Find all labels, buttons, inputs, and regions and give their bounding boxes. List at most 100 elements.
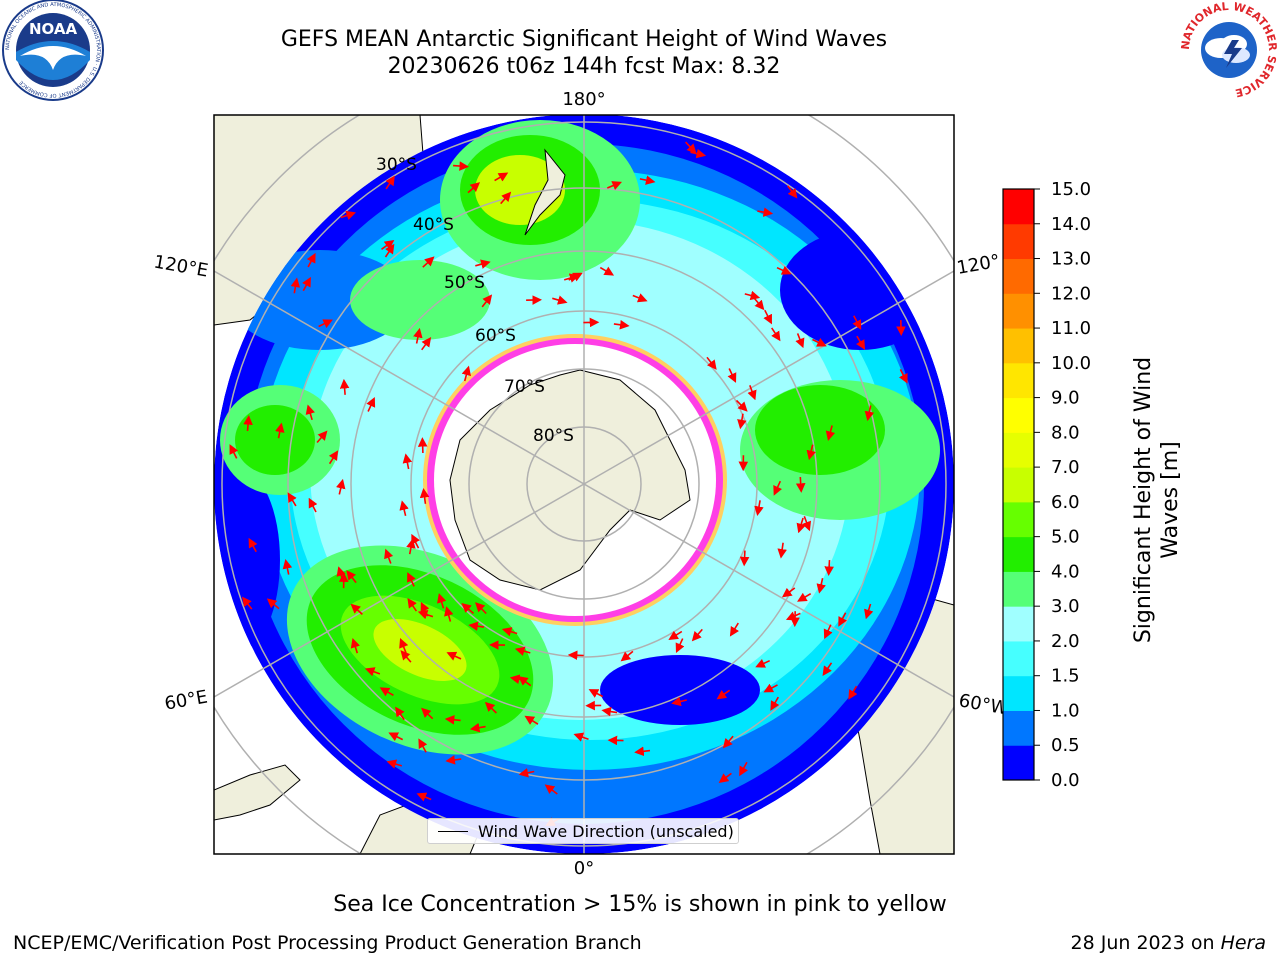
- colorbar-tick-label: 8.0: [1051, 422, 1080, 443]
- lat-label-70s: 70°S: [504, 377, 545, 397]
- wind-arrow: [754, 500, 764, 516]
- lat-label-80s: 80°S: [533, 426, 574, 446]
- wind-arrow: [744, 290, 761, 301]
- wind-arrow: [364, 667, 381, 677]
- wind-arrow: [796, 517, 806, 534]
- wind-arrow: [563, 273, 580, 283]
- wind-arrow: [399, 500, 409, 516]
- wind-arrow: [413, 327, 423, 344]
- wind-arrow: [275, 422, 285, 439]
- wind-arrow: [763, 683, 778, 693]
- wind-arrow: [328, 450, 339, 465]
- wind-arrow: [481, 294, 493, 308]
- colorbar-tick-label: 9.0: [1051, 388, 1080, 409]
- wind-arrow: [416, 792, 432, 802]
- colorbar-label: Significant Height of Wind Waves [m]: [1130, 350, 1190, 650]
- wind-arrow: [632, 293, 648, 303]
- latitude-labels: 30°S 40°S 50°S 60°S 70°S 80°S: [376, 155, 574, 446]
- wind-arrow: [407, 598, 418, 612]
- colorbar-tick-label: 3.0: [1051, 596, 1080, 617]
- wind-arrow: [444, 715, 461, 725]
- wind-arrow: [727, 368, 737, 383]
- wind-arrow: [282, 559, 293, 575]
- wind-arrow: [316, 430, 328, 444]
- wind-arrow: [366, 397, 376, 412]
- wind-arrow: [461, 603, 475, 615]
- map-area: [214, 115, 954, 854]
- colorbar-label-line1: Significant Height of Wind: [1131, 356, 1156, 644]
- colorbar-tick-label: 10.0: [1051, 353, 1091, 374]
- map-frame: [213, 114, 955, 855]
- lat-label-60s: 60°S: [475, 326, 516, 346]
- wind-arrow: [421, 707, 434, 720]
- wind-arrow: [384, 243, 395, 258]
- lat-label-40s: 40°S: [413, 215, 454, 235]
- wind-arrow: [453, 161, 470, 171]
- wind-arrow: [777, 542, 787, 559]
- wind-arrow: [419, 487, 430, 504]
- wind-arrow: [823, 624, 833, 640]
- wind-arrow: [613, 319, 630, 330]
- lon-label-0: 0°: [574, 858, 594, 879]
- wind-arrow: [467, 182, 481, 194]
- colorbar-tick-label: 15.0: [1051, 179, 1091, 200]
- wind-arrow: [514, 646, 531, 656]
- lon-label-180: 180°: [562, 89, 605, 110]
- wind-arrow: [318, 319, 333, 329]
- wind-arrow: [675, 638, 685, 654]
- wind-arrow: [856, 335, 866, 350]
- wind-arrow: [500, 191, 512, 205]
- noaa-logo: NOAA NATIONAL OCEANIC AND ATMOSPHERIC AD…: [0, 0, 106, 106]
- wind-arrow: [747, 385, 757, 401]
- wind-arrow: [620, 650, 634, 662]
- colorbar-tick-label: 2.0: [1051, 631, 1080, 652]
- wind-arrow: [795, 333, 805, 349]
- wind-arrow: [242, 596, 253, 610]
- wind-arrow: [305, 404, 315, 421]
- colorbar-swatch: [1003, 189, 1034, 225]
- wind-arrow: [802, 516, 812, 532]
- wind-arrow: [718, 772, 732, 783]
- lon-label-120w: 120°: [955, 251, 1001, 279]
- chart-title: GEFS MEAN Antarctic Significant Height o…: [280, 27, 888, 52]
- wind-arrow: [755, 658, 771, 668]
- wind-arrow: [339, 378, 350, 395]
- footer-date-text: 28 Jun 2023 on: [1070, 932, 1221, 954]
- wind-arrow: [388, 732, 404, 742]
- wind-arrow: [573, 732, 589, 742]
- wind-arrow: [639, 175, 656, 185]
- wind-arrow: [797, 592, 812, 602]
- colorbar-tick-label: 5.0: [1051, 527, 1080, 548]
- legend-line-sample: [438, 831, 468, 832]
- wind-arrow: [308, 497, 318, 513]
- lon-label-60e: 60°E: [163, 686, 209, 714]
- lat-label-30s: 30°S: [376, 155, 417, 175]
- colorbar-tick-label: 12.0: [1051, 283, 1091, 304]
- wind-arrow: [825, 425, 836, 441]
- wind-arrow: [864, 603, 874, 620]
- wind-arrow: [346, 570, 357, 584]
- lon-label-120e: 120°E: [152, 251, 210, 281]
- africa-land: [214, 764, 301, 821]
- wind-arrow: [229, 444, 239, 459]
- colorbar-swatch: [1003, 223, 1034, 260]
- colorbar-swatch: [1003, 745, 1034, 781]
- wind-arrow: [787, 185, 798, 199]
- wind-arrow: [722, 735, 734, 749]
- wind-arrow: [567, 650, 584, 661]
- wind-arrow: [552, 295, 568, 305]
- wind-arrow: [706, 356, 717, 370]
- wind-arrow: [475, 602, 487, 615]
- wind-arrow: [739, 550, 750, 567]
- colorbar-tick-label: 4.0: [1051, 561, 1080, 582]
- wind-arrow: [399, 638, 409, 654]
- wind-arrow: [385, 175, 395, 190]
- wind-arrow: [852, 315, 862, 330]
- legend-label: Wind Wave Direction (unscaled): [478, 822, 734, 841]
- wind-arrow: [606, 181, 622, 190]
- colorbar-tick-label: 11.0: [1051, 318, 1091, 339]
- wind-arrow: [494, 172, 509, 182]
- lat-label-50s: 50°S: [444, 273, 485, 293]
- chart-subtitle: 20230626 t06z 144h fcst Max: 8.32: [387, 54, 781, 79]
- wind-arrow: [671, 696, 687, 707]
